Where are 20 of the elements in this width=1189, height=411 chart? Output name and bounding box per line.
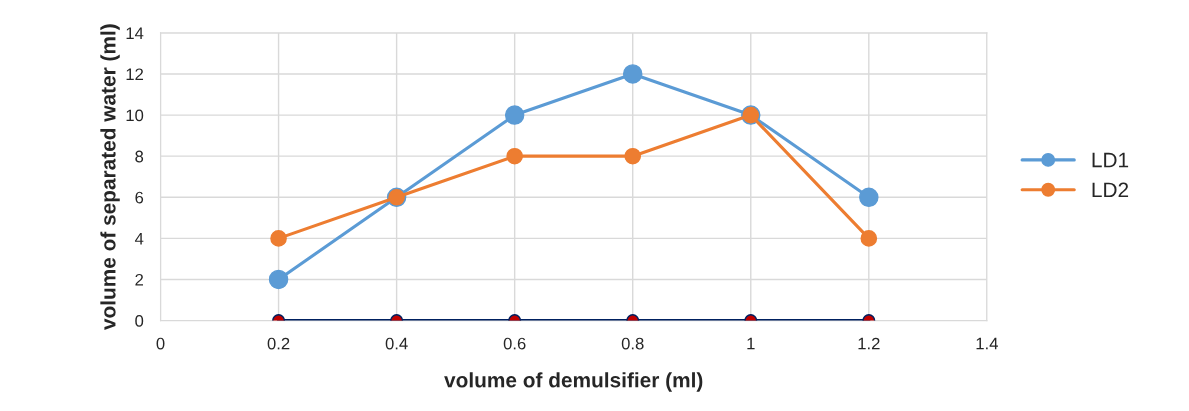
x-tick-label: 0.6 [503, 337, 526, 350]
y-tick-label: 10 [126, 109, 144, 122]
x-tick-label: 1.4 [976, 337, 998, 350]
x-tick-label: 1 [747, 337, 755, 350]
y-axis-title: volume of separated water (ml) [100, 24, 120, 331]
legend-label: LD1 [1092, 152, 1129, 168]
y-tick-label: 12 [126, 68, 144, 81]
x-tick-label: 0.2 [267, 337, 290, 350]
x-tick-label: 0.4 [385, 337, 408, 350]
x-tick-label: 0.8 [621, 337, 644, 350]
y-tick-label: 8 [135, 150, 144, 163]
y-tick-label: 14 [126, 27, 144, 39]
x-tick-label: 1.2 [858, 337, 880, 350]
legend-label: LD2 [1092, 182, 1129, 198]
y-tick-label: 4 [134, 232, 144, 245]
y-tick-label: 2 [135, 273, 144, 286]
x-axis-title: volume of demulsifier (ml) [444, 372, 703, 392]
y-tick-label: 6 [135, 191, 144, 204]
y-tick-label: 0 [135, 314, 144, 327]
x-tick-label: 0 [156, 337, 165, 350]
